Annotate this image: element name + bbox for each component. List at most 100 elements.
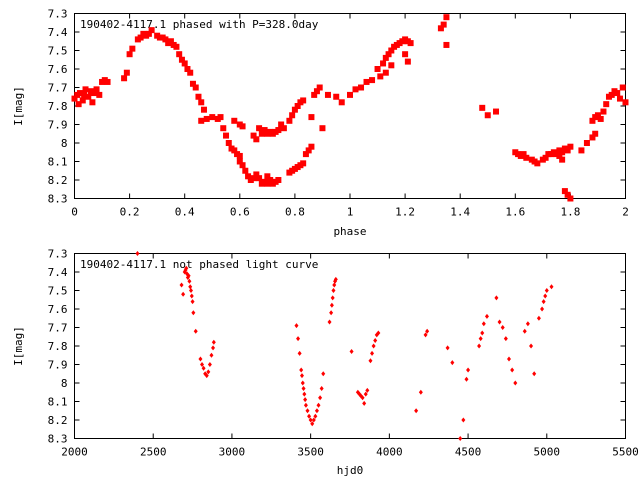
data-point (209, 114, 216, 121)
data-point (608, 91, 615, 98)
data-point (567, 195, 574, 202)
data-point (167, 38, 174, 45)
data-point (529, 343, 534, 349)
data-point (145, 30, 152, 37)
data-point (564, 191, 571, 198)
x-tick-label: 4500 (455, 446, 482, 459)
data-point (559, 156, 566, 163)
data-point (477, 343, 482, 349)
data-point (256, 175, 263, 182)
x-tick-label: 1 (347, 206, 354, 219)
data-point (324, 91, 331, 98)
data-point (541, 299, 546, 305)
data-point (522, 328, 527, 334)
data-point (478, 336, 483, 342)
chart-title: 190402-4117.1 phased with P=328.0day (80, 18, 319, 31)
x-tick-label: 0 (71, 206, 78, 219)
data-point (329, 302, 334, 308)
data-point (198, 99, 205, 106)
data-point (184, 265, 189, 271)
data-point (321, 371, 326, 377)
data-point (211, 339, 216, 345)
x-tick-label: 2 (622, 206, 629, 219)
data-point (481, 321, 486, 327)
data-point (204, 373, 209, 379)
data-point (316, 402, 321, 408)
unphased-light-curve-panel: 190402-4117.1 not phased light curve hjd… (12, 248, 639, 478)
data-point (363, 78, 370, 85)
data-point (479, 104, 486, 111)
y-tick-label: 7.4 (48, 266, 68, 279)
x-tick-label: 4000 (376, 446, 403, 459)
data-point (358, 84, 365, 91)
data-point (559, 149, 566, 156)
data-point (71, 95, 78, 102)
data-point (362, 400, 367, 406)
data-point (510, 367, 515, 373)
data-point (544, 288, 549, 293)
data-point (368, 358, 373, 364)
data-point (121, 75, 128, 82)
data-point (388, 47, 395, 54)
data-point (89, 99, 96, 106)
x-axis-label: hjd0 (337, 464, 364, 477)
data-point (500, 325, 505, 330)
data-point (536, 315, 541, 321)
data-point (245, 173, 252, 180)
data-point (242, 167, 249, 174)
data-point (377, 73, 384, 80)
data-point (603, 101, 610, 108)
data-point (385, 51, 392, 58)
data-point (616, 95, 623, 102)
plot-frame (74, 13, 626, 199)
y-tick-label: 7.9 (48, 119, 68, 132)
data-point (540, 306, 545, 312)
data-point (231, 147, 238, 154)
data-point (96, 91, 103, 98)
data-point (594, 112, 601, 119)
data-point (493, 108, 500, 115)
data-point (303, 402, 308, 408)
axis-ticks: 2000 2500 3000 3500 4000 4500 5000 5500 7.3 7.4 7.… (48, 248, 639, 459)
y-tick-label: 7.9 (48, 359, 68, 372)
data-point (369, 77, 376, 84)
data-point (333, 93, 340, 100)
data-point (178, 56, 185, 63)
y-tick-label: 7.3 (48, 248, 68, 261)
data-point (198, 356, 203, 362)
x-tick-label: 1.2 (395, 206, 415, 219)
x-axis-label: phase (333, 225, 366, 238)
data-point (278, 121, 285, 128)
data-point (402, 51, 409, 58)
data-point (195, 93, 202, 100)
data-point (286, 117, 293, 124)
data-point (203, 115, 210, 122)
data-point (330, 295, 335, 301)
data-point (614, 90, 621, 97)
data-point (256, 125, 263, 132)
data-point (407, 40, 414, 47)
data-point (302, 151, 309, 158)
data-point (188, 284, 193, 290)
data-point (253, 136, 260, 143)
y-axis-label: I[mag] (12, 326, 25, 366)
data-point (382, 54, 389, 61)
data-point (347, 91, 353, 98)
data-point (305, 408, 310, 414)
data-point (542, 154, 549, 161)
x-tick-label: 5500 (612, 446, 639, 459)
data-point (135, 251, 140, 256)
data-point (414, 408, 419, 414)
data-point (81, 91, 88, 98)
data-point (363, 391, 368, 397)
data-point (338, 99, 345, 106)
data-point (534, 160, 541, 167)
y-tick-label: 8.3 (48, 433, 68, 446)
data-point (503, 336, 508, 342)
data-point (126, 51, 133, 58)
data-point (370, 350, 375, 356)
data-point (200, 106, 207, 113)
data-point (319, 125, 326, 132)
data-point (373, 337, 378, 343)
data-point (193, 328, 198, 334)
